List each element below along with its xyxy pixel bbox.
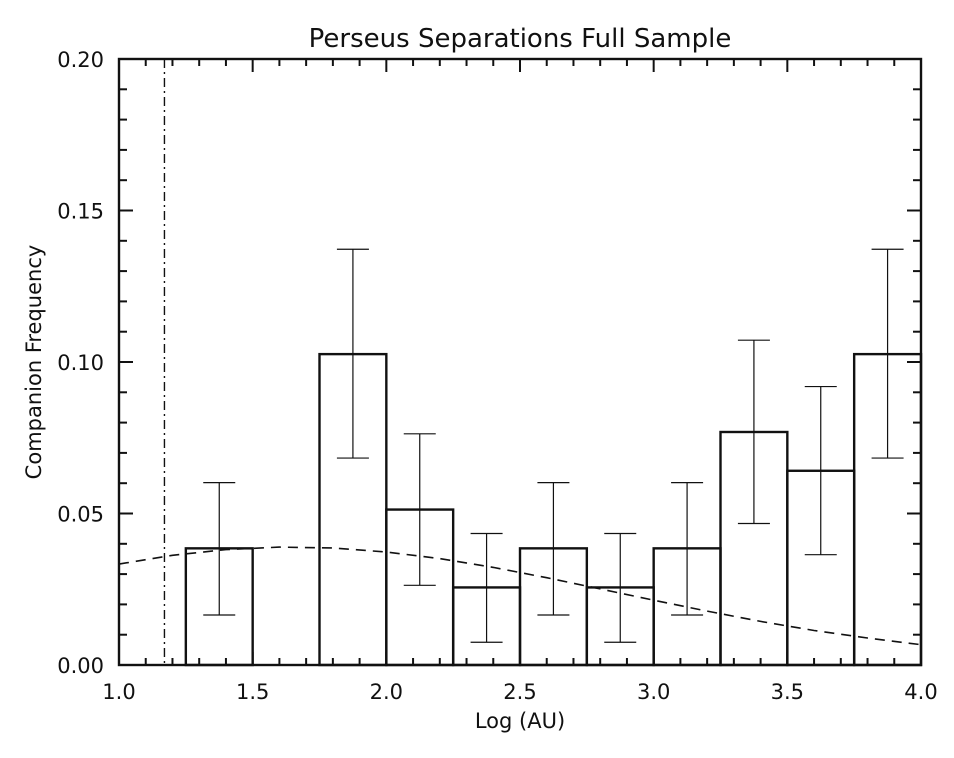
y-axis-tick-labels: 0.00 0.05 0.10 0.15 0.20 (57, 48, 104, 678)
x-axis-tick-labels: 1.0 1.5 2.0 2.5 3.0 3.5 4.0 (102, 680, 937, 704)
y-tick-label: 0.05 (57, 503, 104, 527)
y-axis-label: Companion Frequency (22, 245, 46, 480)
error-bar (470, 532, 503, 643)
x-tick-label: 1.0 (102, 680, 135, 704)
y-tick-label: 0.10 (57, 351, 104, 375)
error-bar (537, 481, 570, 616)
error-bar (804, 385, 837, 556)
x-tick-label: 3.0 (637, 680, 670, 704)
x-tick-label: 3.5 (771, 680, 804, 704)
error-bar (336, 248, 369, 459)
x-tick-label: 4.0 (904, 680, 937, 704)
chart-title: Perseus Separations Full Sample (309, 24, 732, 54)
x-tick-label: 1.5 (236, 680, 269, 704)
error-bar (203, 481, 236, 616)
error-bar (671, 481, 704, 616)
error-bar (403, 433, 436, 586)
y-tick-label: 0.00 (57, 654, 104, 678)
y-tick-label: 0.15 (57, 200, 104, 224)
error-bar (604, 532, 637, 643)
error-bar (871, 248, 904, 459)
x-axis-label: Log (AU) (475, 709, 565, 733)
x-tick-label: 2.5 (503, 680, 536, 704)
error-bar (737, 339, 770, 525)
y-tick-label: 0.20 (57, 48, 104, 72)
axis-ticks (118, 58, 922, 666)
plot-area (118, 59, 923, 667)
x-tick-label: 2.0 (370, 680, 403, 704)
